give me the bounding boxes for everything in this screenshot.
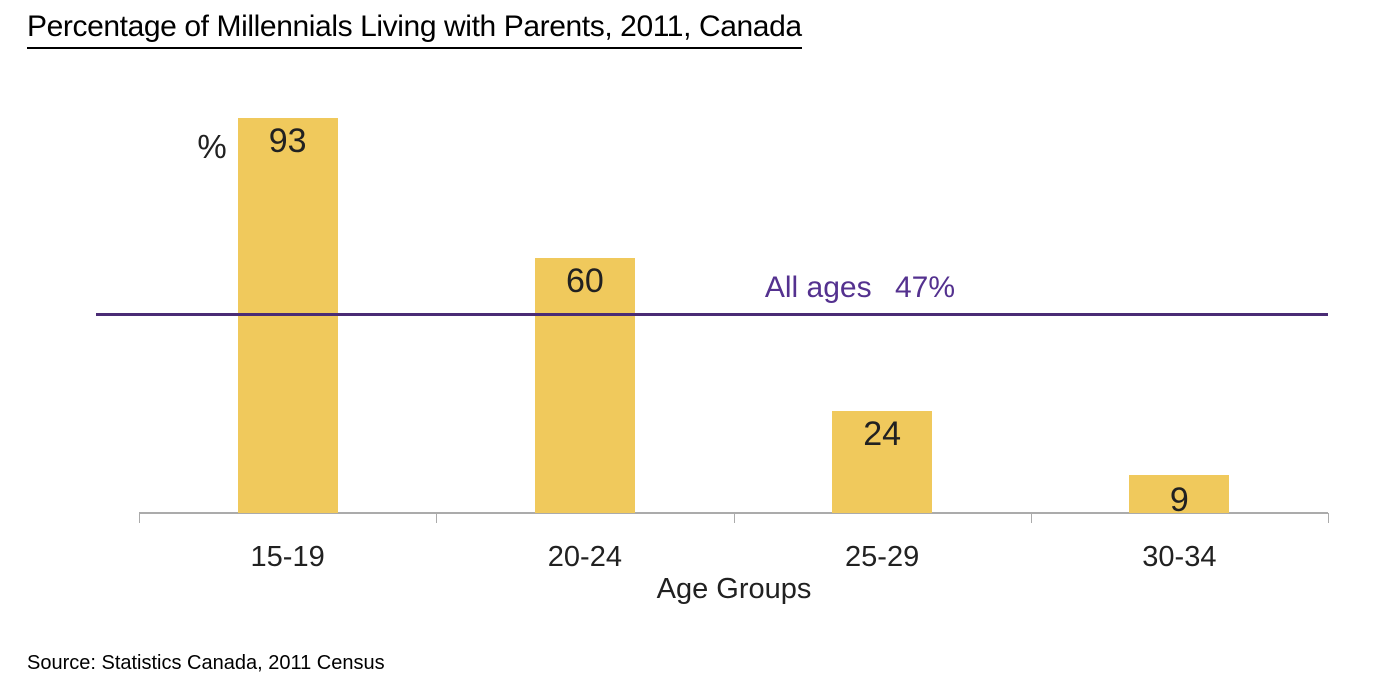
reference-line xyxy=(96,313,1328,316)
bar-value-label: 93 xyxy=(268,122,307,160)
x-axis-tick xyxy=(1328,513,1329,523)
x-category-label: 15-19 xyxy=(250,541,325,573)
y-axis-unit-label: % xyxy=(197,128,227,165)
reference-line-value: 47% xyxy=(894,271,955,304)
x-category-label: 20-24 xyxy=(547,541,622,573)
x-axis-tick xyxy=(436,513,437,523)
bar-20-24 xyxy=(534,258,635,513)
bar-value-label: 24 xyxy=(863,415,902,453)
bar-30-34 xyxy=(1129,475,1230,513)
reference-line-label-text: All ages xyxy=(764,271,872,304)
chart-title: Percentage of Millennials Living with Pa… xyxy=(27,10,802,49)
x-axis-tick xyxy=(1031,513,1032,523)
reference-line-label: All ages 47% xyxy=(700,271,955,305)
x-category-label: 25-29 xyxy=(845,541,920,573)
source-note: Source: Statistics Canada, 2011 Census xyxy=(27,652,385,674)
bar-25-29 xyxy=(832,411,933,513)
x-axis-title: Age Groups xyxy=(656,573,812,605)
x-axis-tick xyxy=(734,513,735,523)
x-category-label: 30-34 xyxy=(1142,541,1217,573)
x-axis-line xyxy=(139,512,1328,514)
bar-value-label: 9 xyxy=(1169,481,1189,519)
bar-value-label: 60 xyxy=(565,262,604,300)
x-axis-tick xyxy=(139,513,140,523)
